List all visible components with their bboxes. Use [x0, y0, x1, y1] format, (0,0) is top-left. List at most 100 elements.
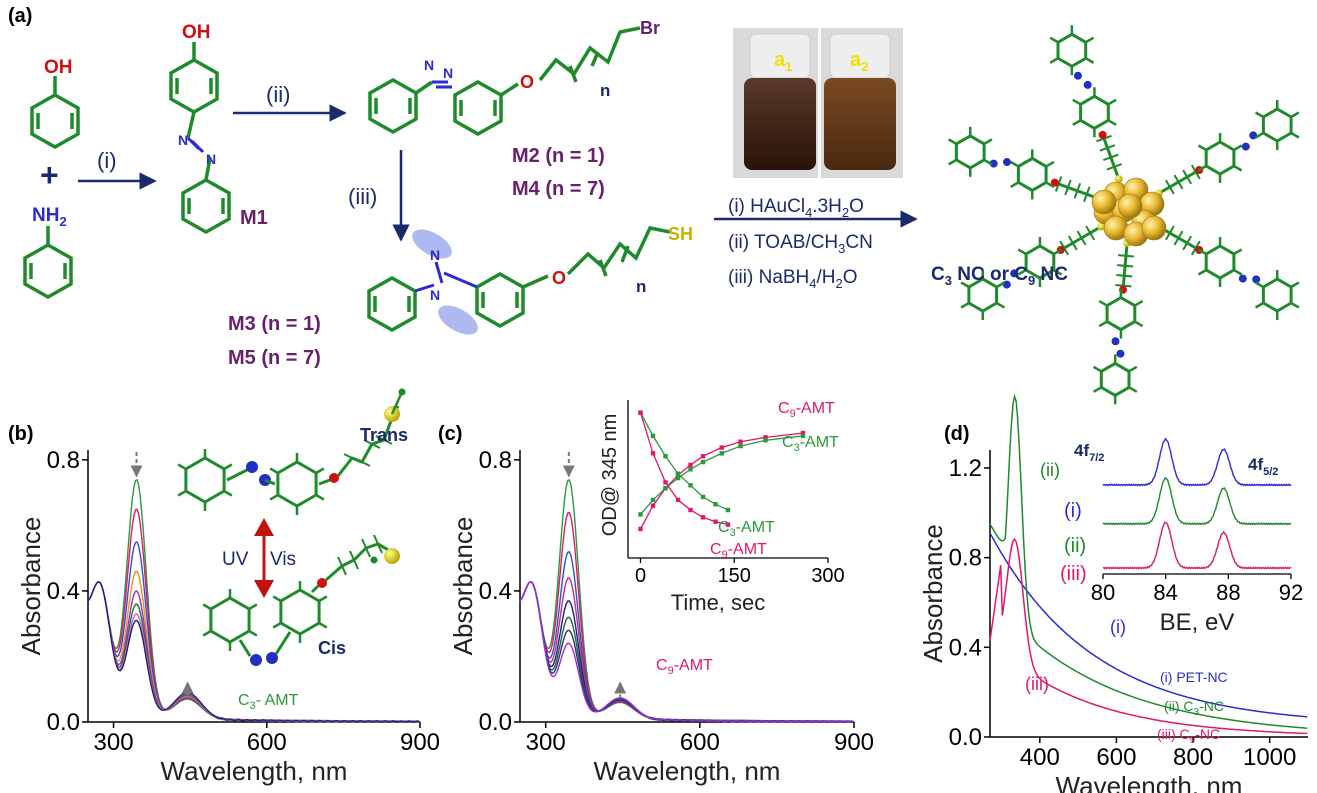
- h-bond: [1045, 160, 1055, 168]
- m2-n1: N: [424, 57, 434, 73]
- chart-c-sample-label: C9-AMT: [656, 657, 713, 677]
- ring: [1099, 361, 1131, 398]
- h-bond: [318, 595, 328, 603]
- y-tick-label: 0.8: [479, 447, 512, 474]
- h-bond: [202, 603, 212, 611]
- h-bond: [947, 158, 958, 166]
- m2-label: M2 (n = 1): [512, 145, 605, 167]
- h-bond: [1128, 386, 1138, 393]
- h-bond: [960, 301, 970, 309]
- ring: [1261, 277, 1293, 313]
- inset-point: [650, 503, 656, 508]
- inset-x-tick-label: 0: [635, 565, 646, 587]
- h-bond: [960, 281, 970, 289]
- ring: [1056, 32, 1088, 69]
- h-bond: [1197, 248, 1207, 256]
- inset-point: [675, 471, 681, 476]
- x-tick-label: 400: [1020, 744, 1060, 771]
- y-tick-label: 0.4: [479, 578, 512, 605]
- inset-point: [638, 526, 643, 532]
- m1-oh-label: OH: [182, 22, 211, 43]
- h-bond: [983, 158, 993, 166]
- spectrum-line: [989, 393, 1308, 729]
- spectrum-line: [989, 532, 1308, 718]
- x-tick-label: 300: [526, 729, 566, 756]
- ring: [1016, 156, 1048, 193]
- h-bond: [272, 621, 282, 629]
- chart-b: 300 600 900 0.0 0.4 0.8 Wavelength, nm Absorban…: [16, 447, 440, 786]
- inset-point: [763, 435, 768, 440]
- inset-point: [713, 519, 718, 524]
- h-bond: [248, 603, 258, 611]
- y-tick-label: 0.8: [47, 447, 80, 474]
- ring: [276, 460, 318, 508]
- h-bond: [1085, 57, 1095, 64]
- h-bond: [1233, 164, 1243, 172]
- xps-series-label: (i): [1064, 500, 1082, 522]
- inset-point: [688, 483, 693, 488]
- h-bond: [269, 493, 279, 501]
- h-bond: [1290, 131, 1300, 139]
- inset-point: [700, 454, 706, 459]
- h-bond: [1009, 181, 1020, 189]
- h-bond: [947, 138, 958, 145]
- h-bond: [1197, 268, 1207, 276]
- h-bond: [318, 621, 328, 629]
- m3-label: M3 (n = 1): [228, 313, 321, 335]
- m1-label: M1: [240, 207, 268, 229]
- y-tick-label: 1.2: [949, 455, 982, 482]
- inset-point: [663, 454, 668, 459]
- h-bond: [1072, 98, 1082, 106]
- spectrum-line: [87, 541, 420, 723]
- inset-point: [688, 467, 693, 472]
- inset-point: [650, 433, 656, 439]
- inset-series-line: [640, 435, 804, 515]
- y-tick-label: 0.0: [47, 709, 80, 736]
- cis-label: Cis: [318, 638, 346, 658]
- gold-atom: [1117, 193, 1143, 219]
- lone-pair-lobe-1: [412, 229, 452, 259]
- m3-n2: N: [430, 287, 440, 303]
- inset-point: [675, 497, 681, 503]
- inset-x-tick-label: 300: [811, 565, 844, 587]
- inset-point: [675, 475, 681, 481]
- h-bond: [996, 281, 1006, 289]
- inset-point: [663, 480, 668, 485]
- h-bond: [1053, 268, 1063, 276]
- y-tick-label: 0.0: [949, 724, 982, 751]
- m2-n-label: n: [600, 81, 610, 100]
- uv-label: UV: [222, 549, 249, 570]
- ring: [1079, 94, 1110, 131]
- h-bond: [223, 489, 233, 497]
- condition-3: (iii) NaBH4/H2O: [728, 267, 858, 291]
- xps-line: [1102, 477, 1292, 526]
- vial-a1-label: a1: [774, 49, 792, 74]
- x-axis-title: Wavelength, nm: [161, 756, 348, 786]
- panel-a-scheme: (a) OH + NH2 (i) N: [8, 5, 1300, 405]
- inset-point: [663, 486, 668, 491]
- h-bond: [272, 595, 282, 603]
- ring: [209, 596, 251, 644]
- h-bond: [1049, 57, 1059, 64]
- h-bond: [1134, 300, 1144, 307]
- x-tick-label: 600: [247, 729, 287, 756]
- x-tick-label: 600: [1096, 744, 1136, 771]
- h-bond: [223, 463, 233, 471]
- h-bond: [1134, 320, 1144, 328]
- y-tick-label: 0.0: [479, 709, 512, 736]
- panel-d: (d) 400 600 800 1000 0.0 0.4 0.8 1.2 Wavelength,…: [918, 393, 1308, 793]
- h-bond: [177, 463, 187, 471]
- inset-point: [738, 443, 743, 449]
- spectrum-line: [519, 580, 854, 723]
- spectrum-line: [519, 550, 854, 723]
- step-i-label: (i): [97, 148, 117, 173]
- condition-2: (ii) TOAB/CH3CN: [728, 232, 873, 256]
- inset-point: [738, 439, 743, 444]
- xps-series-label: (iii): [1060, 563, 1087, 585]
- inset-point: [650, 451, 656, 456]
- h-bond: [1017, 248, 1027, 256]
- x-tick-label: 300: [94, 729, 134, 756]
- step-iii-label: (iii): [348, 184, 377, 209]
- panel-c: (c) 300 600 900 0.0 0.4 0.8 Wavelength, nm Abso…: [438, 400, 874, 786]
